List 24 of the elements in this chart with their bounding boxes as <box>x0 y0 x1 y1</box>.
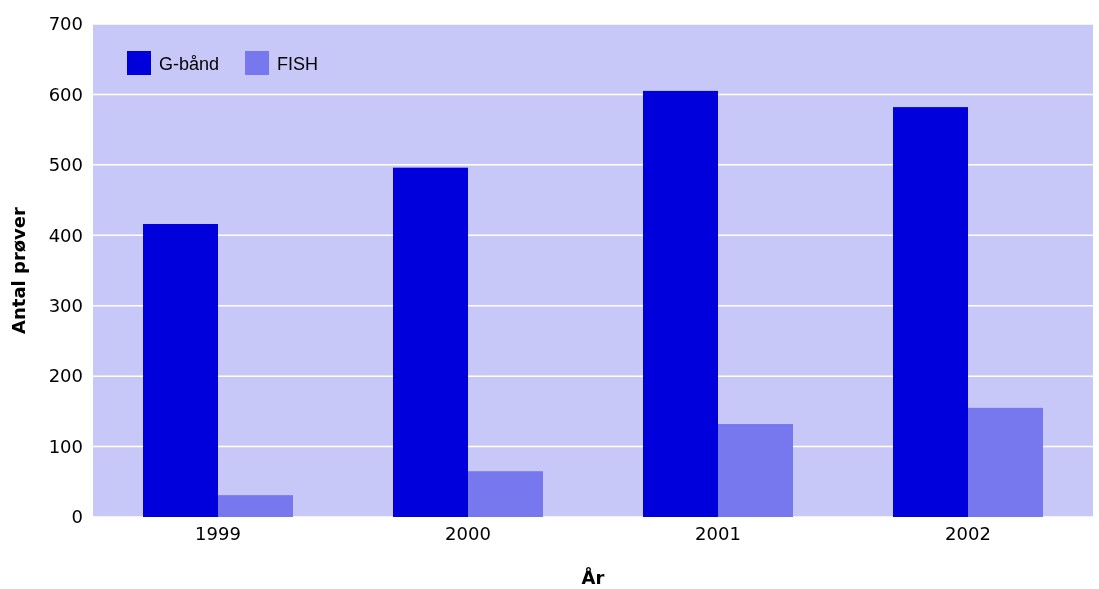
x-tick-label: 2002 <box>945 522 991 544</box>
y-tick-label: 400 <box>48 224 83 246</box>
y-tick-label: 600 <box>48 83 83 105</box>
y-tick-label: 200 <box>48 365 83 387</box>
bar <box>468 471 543 517</box>
bar <box>643 90 718 517</box>
y-tick-label: 700 <box>48 13 83 35</box>
bar <box>893 107 968 517</box>
legend-label: FISH <box>277 54 319 74</box>
y-tick-label: 100 <box>48 435 83 457</box>
bar <box>143 224 218 517</box>
bar <box>968 407 1043 517</box>
x-tick-label: 1999 <box>195 522 241 544</box>
x-axis-title: År <box>581 566 605 588</box>
legend-label: G-bånd <box>159 54 220 74</box>
bar <box>718 424 793 517</box>
bar <box>218 495 293 517</box>
y-tick-label: 0 <box>71 506 83 528</box>
x-tick-label: 2000 <box>445 522 491 544</box>
bar <box>393 167 468 517</box>
y-axis-title: Antal prøver <box>8 206 29 334</box>
y-tick-label: 300 <box>48 294 83 316</box>
x-tick-label: 2001 <box>695 522 741 544</box>
y-tick-label: 500 <box>48 154 83 176</box>
